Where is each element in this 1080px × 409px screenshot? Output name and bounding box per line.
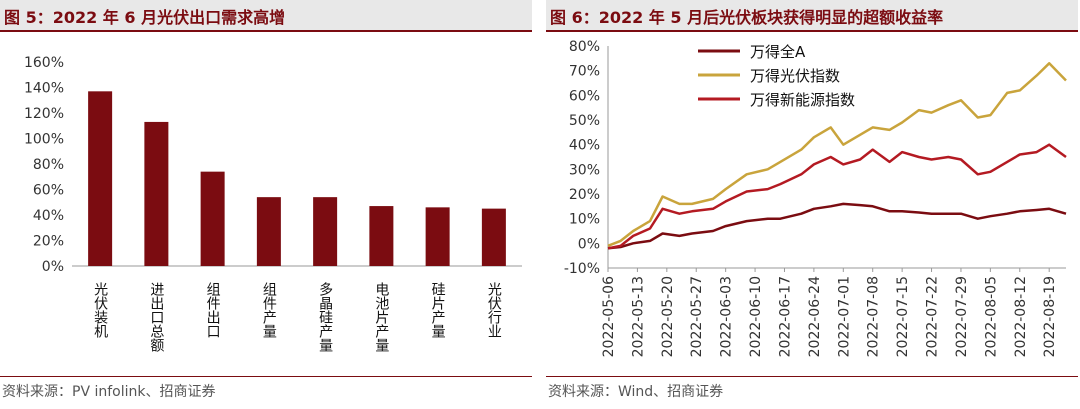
category-label: 硅片产量 — [430, 282, 446, 338]
x-tick-label: 2022-06-03 — [719, 276, 735, 357]
y-tick-label: 20% — [33, 234, 64, 250]
left-figure-title: 图 5：2022 年 6 月光伏出口需求高增 — [4, 8, 286, 27]
x-tick-label: 2022-06-10 — [748, 276, 764, 357]
bar-4 — [256, 197, 281, 266]
x-tick-label: 2022-05-06 — [601, 276, 617, 357]
y-tick-label: 140% — [24, 81, 64, 97]
series-line-1 — [607, 202, 1067, 250]
right-panel: 图 6：2022 年 5 月后光伏板块获得明显的超额收益率 -10% 0% 10% 2… — [546, 0, 1078, 409]
category-label: 电池片产量 — [373, 282, 389, 352]
left-source-divider — [0, 376, 532, 377]
bar-8 — [481, 208, 506, 266]
x-tick-label: 2022-05-20 — [660, 276, 676, 357]
legend-label-2: 万得光伏指数 — [750, 67, 840, 85]
y-tick-label: 0% — [578, 236, 600, 252]
y-tick-label: 10% — [569, 212, 600, 228]
y-tick-label: 120% — [24, 106, 64, 122]
x-tick-label: 2022-07-15 — [895, 276, 911, 357]
x-tick-label: 2022-08-12 — [1013, 276, 1029, 357]
category-label: 进出口总额 — [148, 282, 164, 352]
bar-5 — [313, 197, 338, 266]
y-tick-label: 50% — [569, 113, 600, 129]
y-tick-label: 80% — [569, 39, 600, 55]
bar-2 — [144, 121, 169, 266]
left-title-bar: 图 5：2022 年 6 月光伏出口需求高增 — [0, 0, 532, 32]
y-tick-label: 100% — [24, 132, 64, 148]
y-tick-label: -10% — [564, 261, 600, 277]
series-line-3 — [607, 143, 1067, 250]
y-tick-label: 40% — [569, 138, 600, 154]
right-title-bar: 图 6：2022 年 5 月后光伏板块获得明显的超额收益率 — [546, 0, 1078, 32]
category-label: 组件出口 — [205, 282, 221, 338]
y-tick-label: 80% — [33, 157, 64, 173]
left-source-text: 资料来源：PV infolink、招商证券 — [2, 384, 216, 400]
x-tick-label: 2022-07-29 — [954, 276, 970, 357]
y-tick-label: 40% — [33, 208, 64, 224]
y-tick-label: 60% — [569, 88, 600, 104]
x-tick-label: 2022-08-19 — [1042, 276, 1058, 357]
x-tick-label: 2022-07-08 — [866, 276, 882, 357]
x-tick-label: 2022-06-17 — [777, 276, 793, 357]
line-chart: -10% 0% 10% 20% 30% 40% 50% 60% 70% 80% 2022-05-06… — [564, 39, 1067, 357]
legend-label-3: 万得新能源指数 — [750, 91, 855, 109]
y-tick-label: 160% — [24, 55, 64, 71]
y-tick-label: 70% — [569, 64, 600, 80]
x-tick-label: 2022-06-24 — [807, 276, 823, 357]
right-source-divider — [546, 376, 1078, 377]
x-tick-label: 2022-08-05 — [983, 276, 999, 357]
bar-1 — [88, 91, 113, 266]
y-tick-label: 0% — [42, 259, 64, 275]
x-tick-label: 2022-07-22 — [925, 276, 941, 357]
category-label: 多晶硅产量 — [317, 281, 333, 352]
right-figure-title: 图 6：2022 年 5 月后光伏板块获得明显的超额收益率 — [550, 8, 944, 27]
y-tick-label: 30% — [569, 162, 600, 178]
series-line-2 — [607, 62, 1067, 247]
left-panel: 图 5：2022 年 6 月光伏出口需求高增 0% 20% 40% 60% 80% 100… — [0, 0, 532, 409]
category-label: 组件产量 — [261, 282, 277, 338]
category-label: 光伏装机 — [92, 282, 108, 339]
legend-label-1: 万得全A — [750, 43, 806, 61]
category-label: 光伏行业 — [486, 282, 502, 338]
x-tick-label: 2022-05-13 — [630, 276, 646, 357]
bar-7 — [425, 207, 450, 266]
y-tick-label: 20% — [569, 187, 600, 203]
bar-chart: 0% 20% 40% 60% 80% 100% 120% 140% 160% 光伏装机 进出口总额 组… — [24, 55, 522, 352]
x-tick-label: 2022-07-01 — [836, 276, 852, 357]
bar-3 — [200, 171, 225, 266]
bar-6 — [369, 206, 394, 266]
right-source-text: 资料来源：Wind、招商证券 — [548, 384, 724, 400]
y-tick-label: 60% — [33, 183, 64, 199]
x-tick-label: 2022-05-27 — [689, 276, 705, 357]
